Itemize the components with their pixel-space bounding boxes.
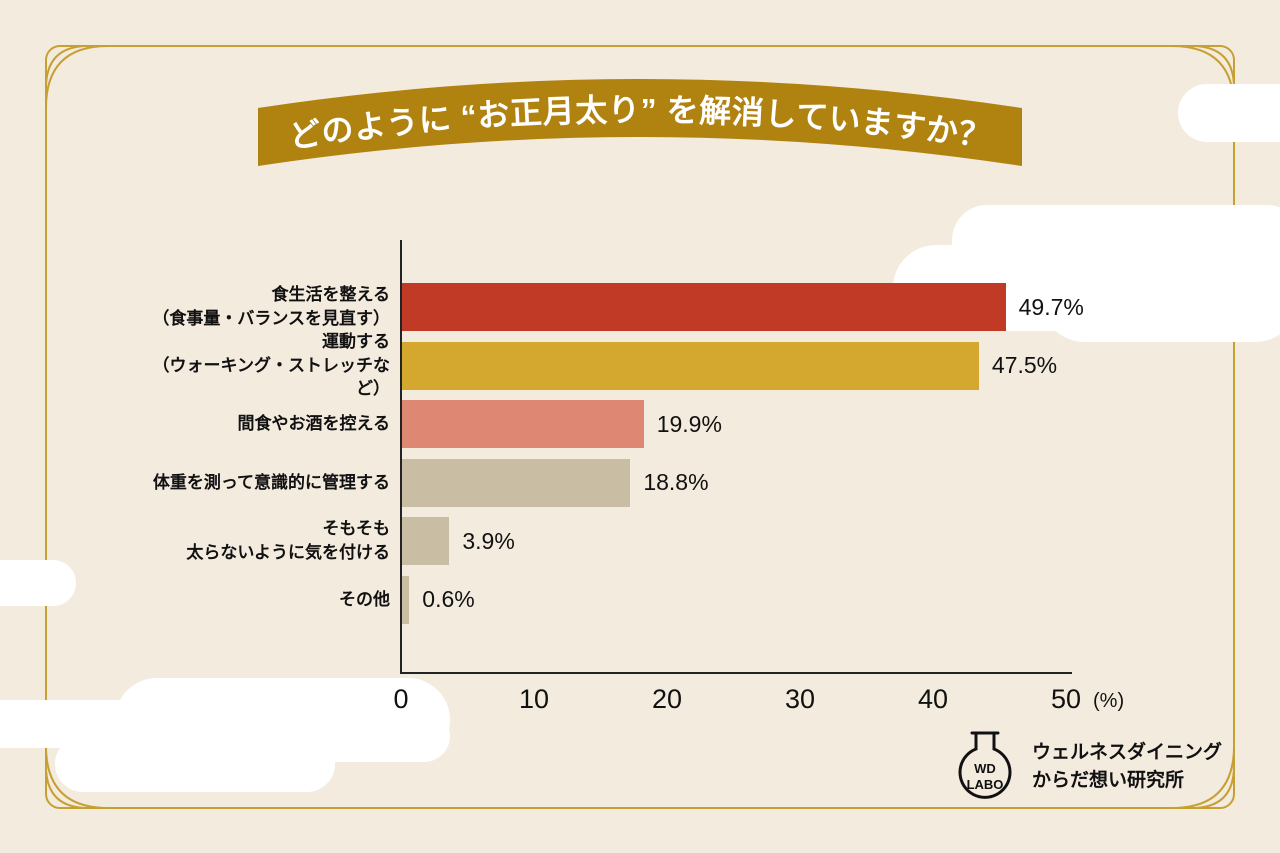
category-label: 体重を測って意識的に管理する xyxy=(152,472,390,492)
x-axis-tick-label: 30 xyxy=(784,684,816,714)
value-label: 3.9% xyxy=(462,527,515,554)
y-axis-line xyxy=(400,240,402,674)
bar xyxy=(402,341,979,390)
chart-row: その他 0.6% xyxy=(145,575,1155,624)
value-label: 0.6% xyxy=(422,586,475,612)
category-label: 運動する （ウォーキング・ストレッチなど） xyxy=(152,331,391,399)
value-label: 47.5% xyxy=(991,352,1058,378)
value-label: 19.9% xyxy=(656,410,722,437)
x-axis-tick-label: 40 xyxy=(917,684,949,714)
organization-name-line2: からだ想い研究所 xyxy=(1032,770,1185,791)
title-banner: どのように “お正月太り” を解消していますか？ xyxy=(258,79,1022,166)
category-label: 食生活を整える （食事量・バランスを見直す） xyxy=(152,285,390,328)
cloud-decoration xyxy=(330,710,450,762)
x-axis-line xyxy=(400,672,1072,674)
chart-row: 間食やお酒を控える 19.9% xyxy=(145,400,1155,448)
organization-name: ウェルネスダイニング からだ想い研究所 xyxy=(1032,739,1222,796)
category-label: その他 xyxy=(339,589,390,609)
category-label: 間食やお酒を控える xyxy=(237,414,391,434)
cloud-decoration xyxy=(1178,84,1280,142)
bar xyxy=(402,458,631,507)
chart-row: 食生活を整える （食事量・バランスを見直す） 49.7% xyxy=(145,283,1155,331)
frame-corner-ornament xyxy=(1171,745,1235,809)
value-label: 49.7% xyxy=(1018,293,1084,320)
chart-row: そもそも 太らないように気を付ける 3.9% xyxy=(145,517,1155,565)
frame-corner-ornament xyxy=(45,745,109,809)
banner-ribbon xyxy=(258,79,1022,166)
bar xyxy=(402,517,450,565)
flask-text-labo: LABO xyxy=(967,777,1004,792)
cloud-decoration xyxy=(1040,252,1280,342)
footer-logo: WD LABO ウェルネスダイニング からだ想い研究所 xyxy=(950,728,1222,806)
bar xyxy=(402,283,1006,331)
cloud-decoration xyxy=(0,700,141,748)
x-axis-tick-label: 20 xyxy=(651,684,683,714)
value-label: 18.8% xyxy=(643,469,709,495)
x-axis-unit-label: (%) xyxy=(1093,690,1125,712)
cloud-decoration xyxy=(0,560,76,606)
flask-text-wd: WD xyxy=(974,761,996,776)
frame-corner-ornament xyxy=(45,45,109,109)
x-axis-tick-label: 0 xyxy=(393,684,409,714)
chart-row: 体重を測って意識的に管理する 18.8% xyxy=(145,458,1155,507)
organization-name-line1: ウェルネスダイニング xyxy=(1032,741,1223,763)
bar xyxy=(402,400,644,448)
chart-row: 運動する （ウォーキング・ストレッチなど） 47.5% xyxy=(145,331,1155,399)
x-axis-tick-label: 10 xyxy=(518,684,550,714)
flask-icon: WD LABO xyxy=(958,731,1012,799)
x-axis-tick-label: 50 xyxy=(1050,684,1082,714)
bar xyxy=(402,575,410,624)
category-label: そもそも 太らないように気を付ける xyxy=(186,519,390,562)
bar-chart: 食生活を整える （食事量・バランスを見直す） 49.7% 運動する （ウォーキング・… xyxy=(145,240,1155,720)
